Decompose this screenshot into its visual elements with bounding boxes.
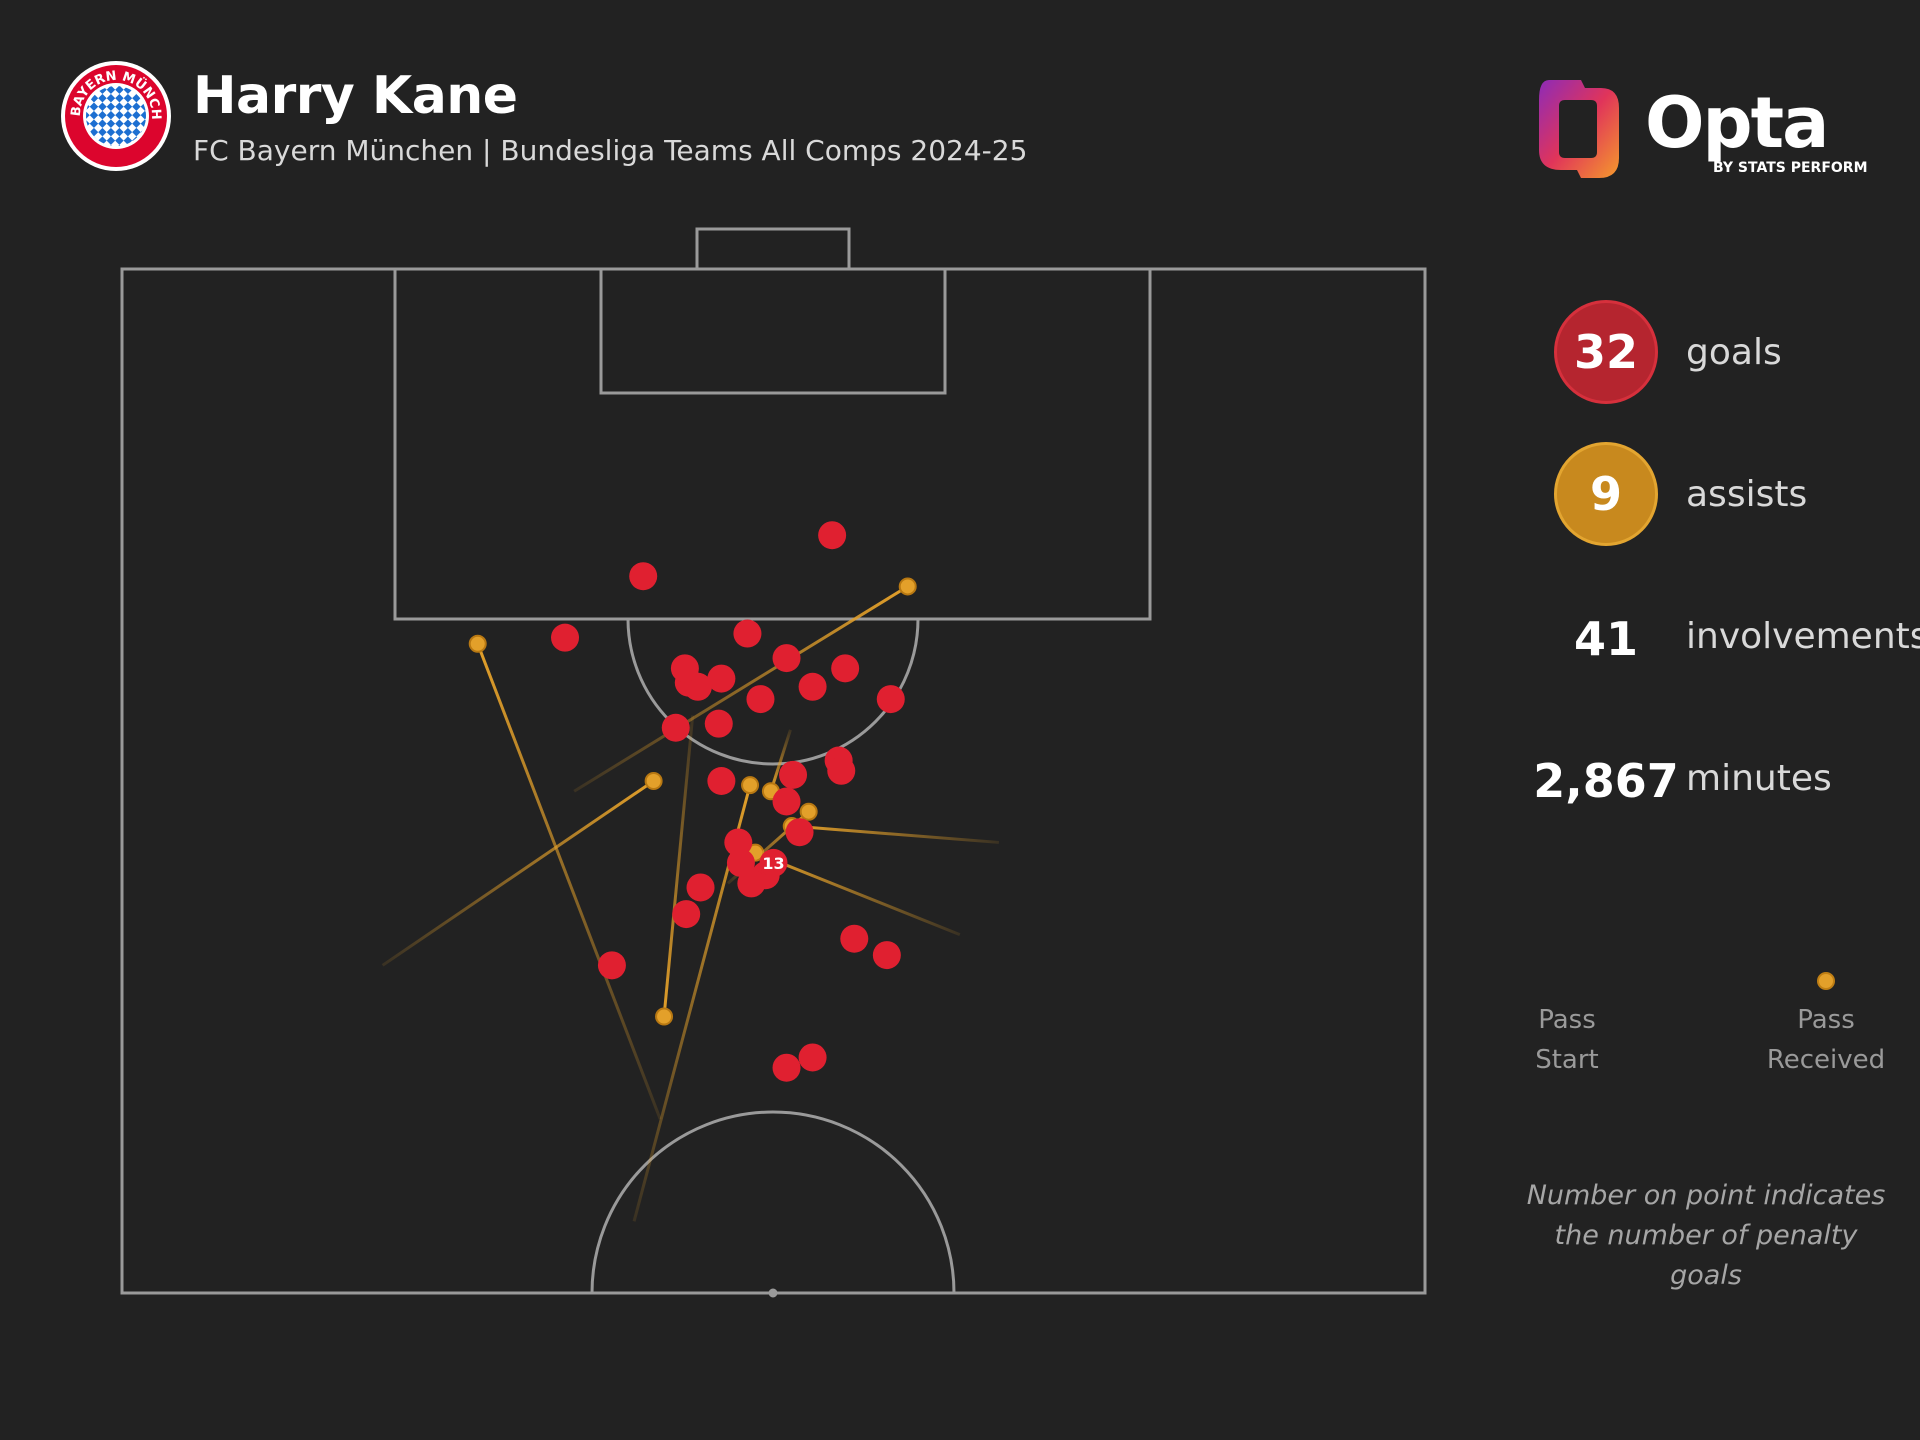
minutes-label: minutes — [1686, 758, 1832, 799]
center-spot — [768, 1288, 778, 1298]
legend-pass-received: Pass Received — [1766, 1005, 1886, 1075]
assist-pass-received-point — [799, 802, 818, 821]
goal-point — [831, 654, 860, 683]
assist-pass-received-point — [468, 634, 487, 653]
goal-point — [670, 654, 699, 683]
goal-layer: 13 — [551, 521, 905, 1082]
assist-pass-line — [381, 779, 655, 967]
goal-point — [704, 709, 733, 738]
goal-point — [772, 644, 801, 673]
goal-point — [876, 685, 905, 714]
assist-pass-line — [791, 824, 1000, 844]
goal-frame — [695, 227, 851, 271]
assist-pass-line — [754, 851, 961, 936]
involvements-count: 41 — [1573, 612, 1638, 666]
page-subtitle: FC Bayern München | Bundesliga Teams All… — [193, 134, 1028, 167]
goal-point — [724, 828, 753, 857]
legend-pass-received-dot — [1817, 972, 1835, 990]
goals-label: goals — [1686, 332, 1782, 373]
six-yard-box — [599, 267, 947, 395]
goal-point — [785, 818, 814, 847]
assist-pass-received-point — [655, 1007, 674, 1026]
penalty-goal-point — [759, 848, 788, 877]
involvements-label: involvements — [1686, 616, 1920, 657]
goal-point — [733, 619, 762, 648]
center-circle-arc — [590, 1110, 956, 1294]
goal-point — [672, 900, 701, 929]
goal-point — [779, 760, 808, 789]
assist-pass-received-point — [741, 776, 760, 795]
goal-point — [597, 951, 626, 980]
goal-point — [840, 924, 869, 953]
goal-point — [746, 685, 775, 714]
assist-pass-line — [769, 729, 792, 792]
goal-point — [818, 521, 847, 550]
goal-point — [551, 623, 580, 652]
assist-pass-received-point — [898, 577, 917, 596]
goal-point — [798, 1043, 827, 1072]
opta-logo: Opta BY STATS PERFORM — [1535, 76, 1868, 186]
goal-point — [707, 664, 736, 693]
goal-point — [798, 672, 827, 701]
opta-tagline: BY STATS PERFORM — [1713, 160, 1868, 176]
assists-label: assists — [1686, 474, 1808, 515]
goals-count-badge: 32 — [1554, 300, 1658, 404]
pitch-markings — [120, 227, 1427, 1298]
minutes-count: 2,867 — [1533, 754, 1679, 808]
assists-count-badge: 9 — [1554, 442, 1658, 546]
assist-pass-received-point — [644, 772, 663, 790]
penalty-note: Number on point indicates the number of … — [1526, 1180, 1886, 1291]
assist-pass-line — [662, 715, 695, 1017]
penalty-arc — [626, 618, 920, 766]
pass-legend-line — [1568, 972, 1835, 990]
assist-pass-line — [476, 643, 662, 1120]
penalty-goal-count-label: 13 — [762, 854, 784, 873]
goal-point — [872, 941, 901, 970]
goal-point — [707, 767, 736, 795]
goal-point — [686, 873, 715, 902]
page-title: Harry Kane — [193, 66, 518, 126]
penalty-box — [393, 267, 1152, 621]
goal-point — [772, 787, 801, 816]
goal-point — [827, 756, 856, 785]
fc-bayern-crest-icon: FC BAYERN MÜNCHEN — [60, 60, 171, 171]
goal-point — [726, 848, 755, 877]
goal-point — [629, 562, 658, 591]
goal-point — [772, 1053, 801, 1082]
opta-logo-icon — [1539, 80, 1619, 178]
pitch-chart: 13 — [120, 227, 1427, 1298]
assist-pass-line — [573, 585, 909, 793]
goal-point — [661, 713, 690, 742]
opta-wordmark: Opta — [1645, 82, 1829, 164]
legend-pass-start: Pass Start — [1535, 1005, 1599, 1075]
